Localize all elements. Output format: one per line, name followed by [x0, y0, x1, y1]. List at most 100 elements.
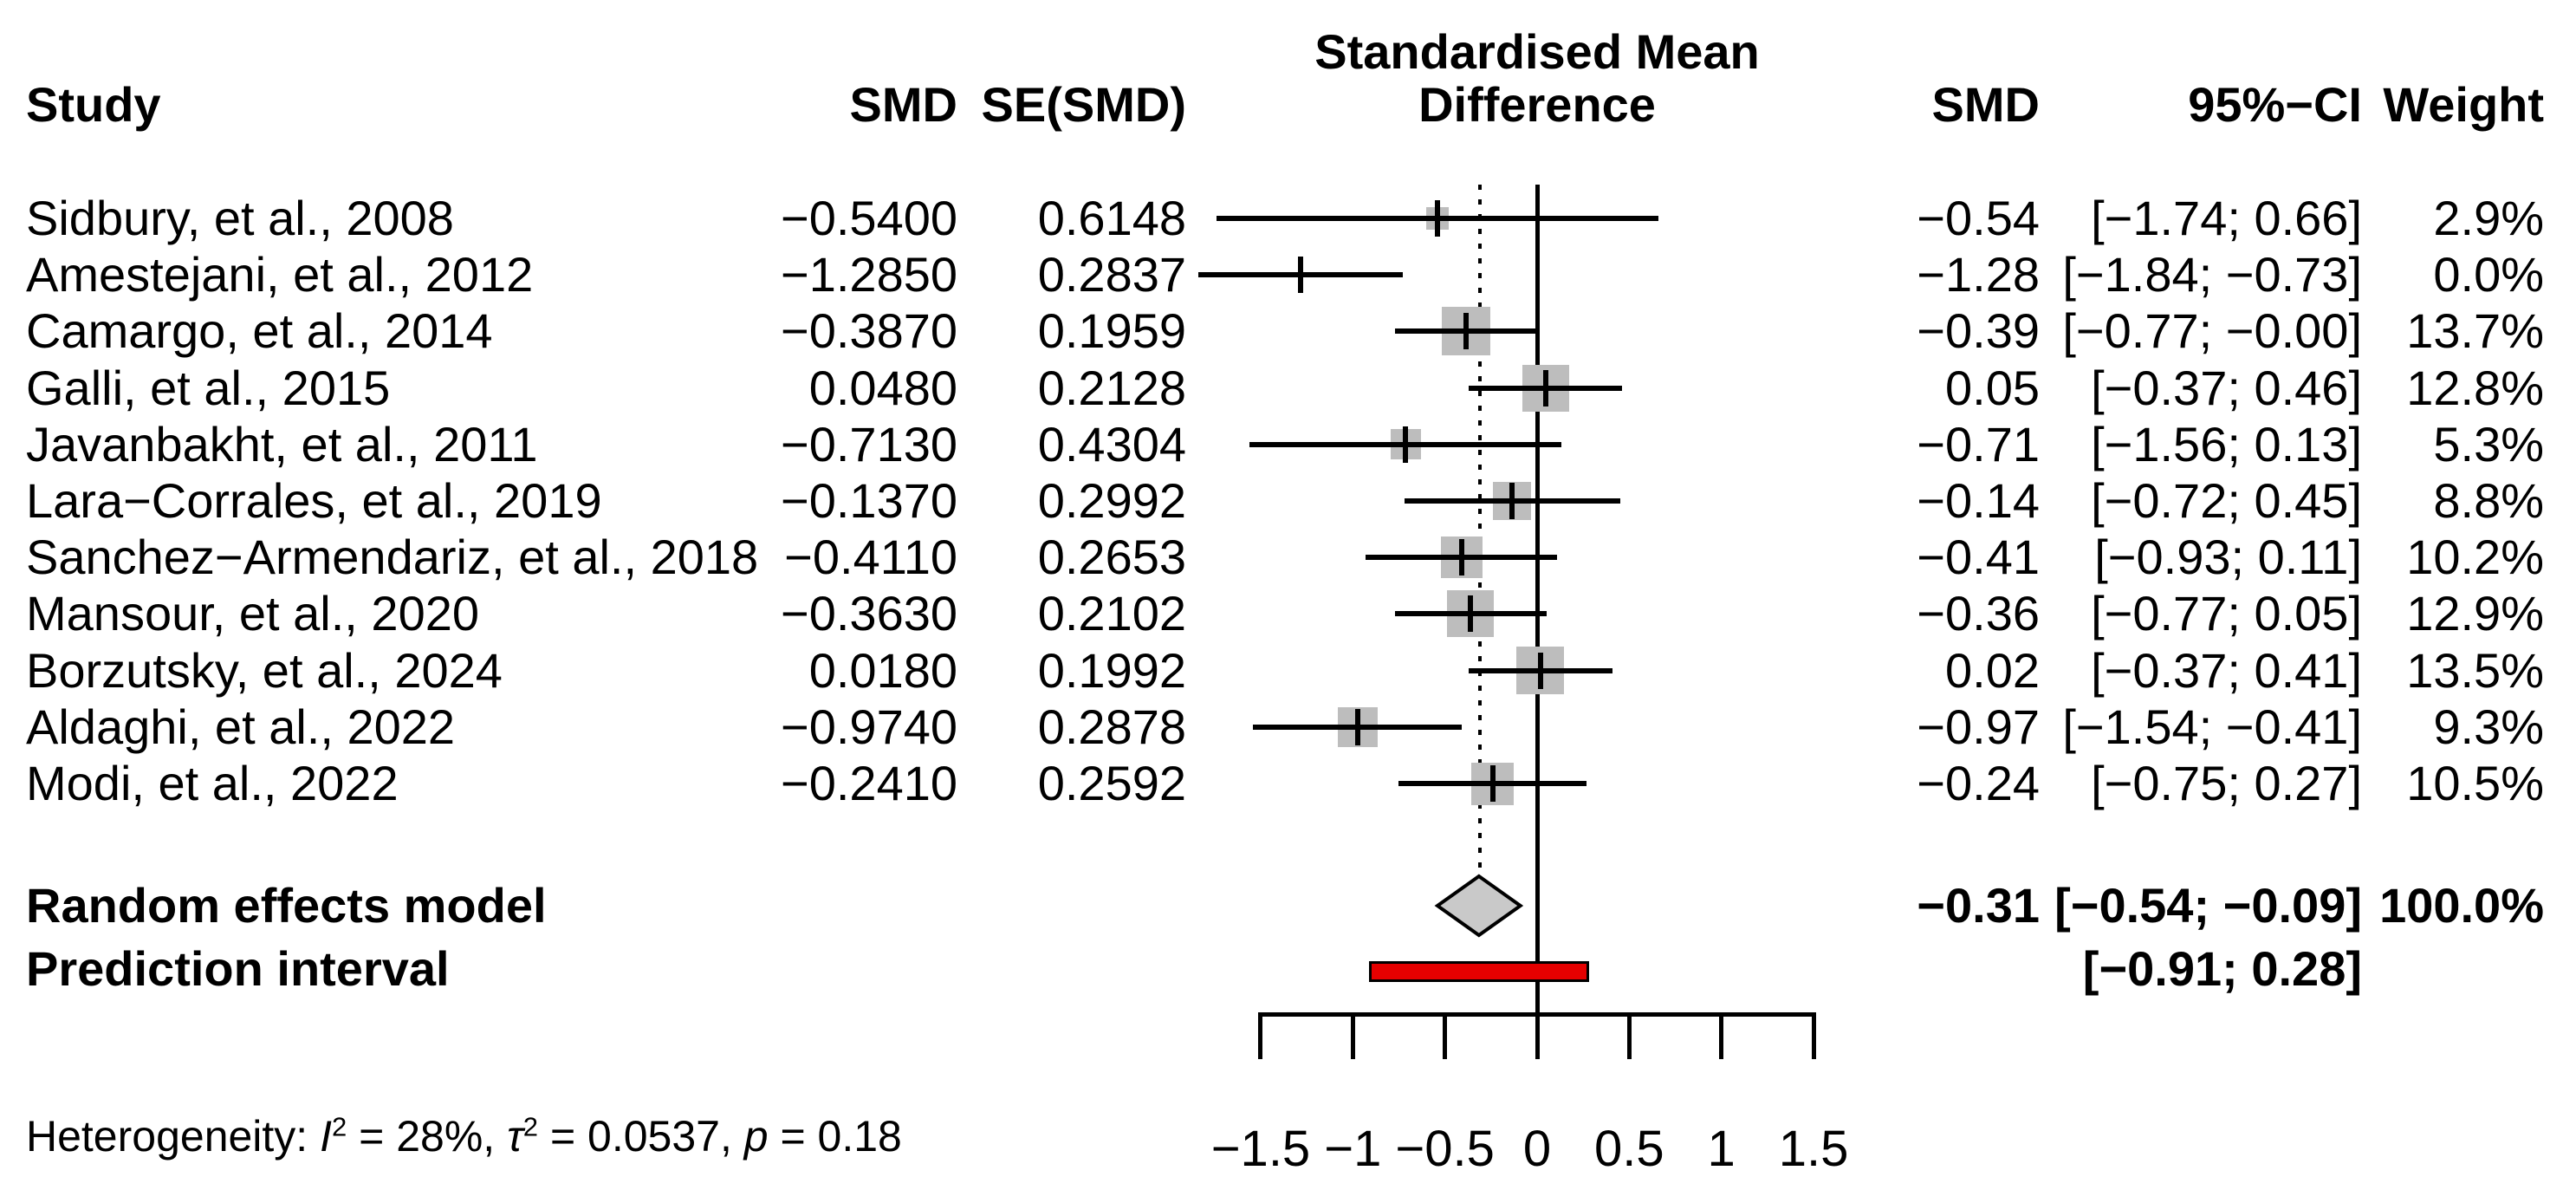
column-header-study: Study [26, 77, 161, 132]
study-se-value: 0.2653 [1037, 530, 1186, 585]
random-effects-ci-label: [−0.54; −0.09] [2054, 878, 2362, 933]
study-se-value: 0.2837 [1037, 247, 1186, 302]
x-axis-tick [1626, 1012, 1632, 1059]
study-smd-value: −0.2410 [781, 756, 957, 810]
heterogeneity-text-part: = 28%, [347, 1112, 508, 1161]
study-weight-label: 10.5% [2406, 756, 2544, 810]
study-name: Borzutsky, et al., 2024 [26, 642, 503, 698]
study-ci-label: [−1.84; −0.73] [2062, 247, 2362, 302]
study-ci-label: [−0.72; 0.45] [2091, 473, 2362, 528]
study-smd-label: −0.41 [1917, 530, 2040, 585]
study-se-value: 0.2992 [1037, 473, 1186, 528]
random-effects-label: Random effects model [26, 878, 547, 933]
plot-title-line1: Standardised Mean [1314, 24, 1760, 79]
point-estimate-tick [1297, 257, 1303, 294]
prediction-interval-bar [1369, 961, 1589, 982]
random-effects-weight-label: 100.0% [2379, 878, 2544, 933]
study-ci-label: [−0.77; −0.00] [2062, 303, 2362, 359]
study-name: Amestejani, et al., 2012 [26, 247, 534, 302]
random-effects-smd-label: −0.31 [1917, 878, 2040, 933]
study-weight-label: 0.0% [2433, 247, 2544, 302]
study-smd-value: −0.7130 [781, 416, 957, 471]
study-smd-label: −1.28 [1917, 247, 2040, 302]
study-weight-label: 5.3% [2433, 416, 2544, 471]
plot-title-line2: Difference [1418, 77, 1656, 132]
study-smd-label: −0.54 [1917, 191, 2040, 245]
study-smd-value: −0.9740 [781, 699, 957, 754]
x-axis-tick-label: −1 [1324, 1121, 1382, 1177]
point-estimate-tick [1463, 313, 1469, 350]
point-estimate-tick [1537, 652, 1543, 689]
study-name: Javanbakht, et al., 2011 [26, 416, 538, 471]
x-axis-tick [1811, 1012, 1816, 1059]
study-smd-label: −0.14 [1917, 473, 2040, 528]
point-estimate-tick [1403, 426, 1409, 463]
study-name: Sanchez−Armendariz, et al., 2018 [26, 530, 759, 585]
study-weight-label: 12.9% [2406, 586, 2544, 641]
column-header-se-smd: SE(SMD) [981, 77, 1186, 132]
heterogeneity-text-part: τ [507, 1112, 523, 1161]
point-estimate-tick [1509, 483, 1515, 519]
x-axis-tick-label: 0.5 [1594, 1121, 1664, 1177]
study-smd-label: −0.71 [1917, 416, 2040, 471]
study-smd-value: −0.3630 [781, 586, 957, 641]
study-se-value: 0.2878 [1037, 699, 1186, 754]
column-header-smd-left: SMD [849, 77, 957, 132]
study-name: Lara−Corrales, et al., 2019 [26, 473, 602, 528]
point-estimate-tick [1467, 595, 1473, 633]
study-weight-label: 9.3% [2433, 699, 2544, 754]
study-ci-label: [−1.54; −0.41] [2062, 699, 2362, 754]
study-weight-label: 13.5% [2406, 642, 2544, 698]
study-smd-label: 0.05 [1945, 360, 2040, 415]
study-smd-value: −0.1370 [781, 473, 957, 528]
study-name: Modi, et al., 2022 [26, 756, 399, 810]
x-axis-tick-label: 1.5 [1778, 1121, 1849, 1177]
x-axis-tick [1719, 1012, 1724, 1059]
point-estimate-tick [1458, 539, 1464, 576]
column-header-weight: Weight [2383, 77, 2544, 132]
study-ci-label: [−0.77; 0.05] [2091, 586, 2362, 641]
pooled-diamond [1434, 873, 1524, 939]
study-name: Aldaghi, et al., 2022 [26, 699, 456, 754]
x-axis-tick [1535, 1012, 1540, 1059]
study-ci-label: [−0.93; 0.11] [2094, 530, 2362, 585]
heterogeneity-text-part: p [743, 1112, 769, 1161]
study-se-value: 0.4304 [1037, 416, 1186, 471]
study-smd-label: −0.39 [1917, 303, 2040, 359]
point-estimate-tick [1354, 708, 1360, 745]
study-name: Camargo, et al., 2014 [26, 303, 493, 359]
study-weight-label: 10.2% [2406, 530, 2544, 585]
study-ci-label: [−0.37; 0.46] [2091, 360, 2362, 415]
study-name: Sidbury, et al., 2008 [26, 191, 454, 245]
x-axis-tick-label: 0 [1522, 1121, 1552, 1177]
study-smd-value: −1.2850 [781, 247, 957, 302]
study-smd-label: 0.02 [1945, 642, 2040, 698]
x-axis-tick-label: −1.5 [1210, 1121, 1311, 1177]
x-axis-tick [1443, 1012, 1448, 1059]
zero-line [1535, 185, 1540, 1012]
study-se-value: 0.1992 [1037, 642, 1186, 698]
point-estimate-tick [1489, 765, 1496, 802]
study-se-value: 0.6148 [1037, 191, 1186, 245]
study-smd-label: −0.24 [1917, 756, 2040, 810]
heterogeneity-text-part: I [320, 1112, 332, 1161]
study-smd-value: 0.0180 [808, 642, 957, 698]
x-axis-tick [1258, 1012, 1263, 1059]
superscript-2: 2 [332, 1111, 347, 1142]
pooled-dashed-line [1478, 185, 1483, 876]
study-smd-value: −0.5400 [781, 191, 957, 245]
study-weight-label: 13.7% [2406, 303, 2544, 359]
study-ci-label: [−0.75; 0.27] [2091, 756, 2362, 810]
x-axis-tick [1350, 1012, 1355, 1059]
column-header-ci: 95%−CI [2188, 77, 2362, 132]
heterogeneity-text-part: = 0.0537, [538, 1112, 744, 1161]
study-se-value: 0.2128 [1037, 360, 1186, 415]
study-se-value: 0.2592 [1037, 756, 1186, 810]
x-axis-tick-label: −0.5 [1395, 1121, 1495, 1177]
study-name: Galli, et al., 2015 [26, 360, 391, 415]
study-ci-label: [−1.56; 0.13] [2091, 416, 2362, 471]
study-name: Mansour, et al., 2020 [26, 586, 480, 641]
study-se-value: 0.2102 [1037, 586, 1186, 641]
column-header-smd-right: SMD [1931, 77, 2040, 132]
